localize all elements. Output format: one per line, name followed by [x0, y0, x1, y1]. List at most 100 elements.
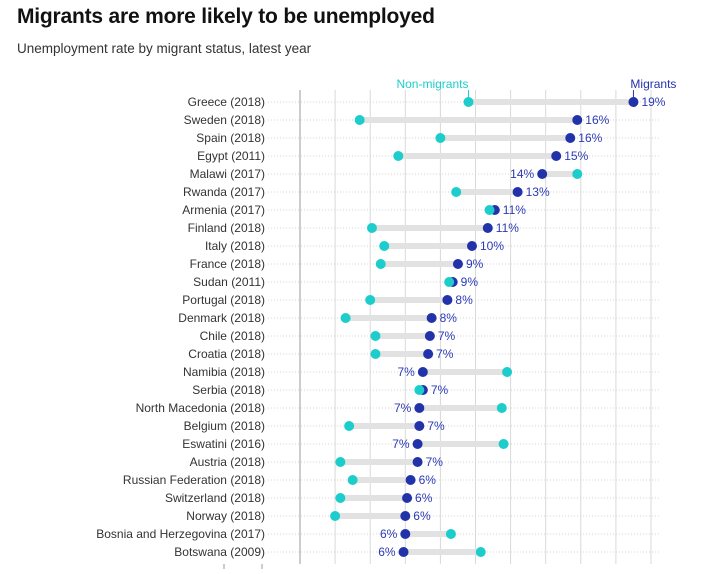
category-label: Sudan (2011)	[193, 275, 265, 289]
chart-row: Bosnia and Herzegovina (2017) 6%	[96, 527, 659, 541]
category-label: Namibia (2018)	[183, 365, 265, 379]
non-migrants-point	[366, 223, 377, 233]
chart-row: Norway (2018) 6%	[186, 509, 659, 523]
migrants-value-label: 14%	[510, 167, 534, 181]
chart-subtitle: Unemployment rate by migrant status, lat…	[17, 41, 312, 56]
category-label: Eswatini (2016)	[182, 437, 265, 451]
category-label: Botswana (2009)	[174, 545, 265, 559]
non-migrants-point	[496, 403, 507, 413]
chart-row: Rwanda (2017) 13%	[183, 185, 659, 199]
migrants-point	[423, 349, 434, 359]
non-migrants-point	[444, 277, 455, 287]
chart-row: Egypt (2011) 15%	[197, 149, 659, 163]
migrants-point	[628, 97, 639, 107]
migrants-value-label: 15%	[564, 149, 588, 163]
chart-row: Austria (2018) 7%	[190, 455, 659, 469]
migrants-point	[424, 331, 435, 341]
non-migrants-point	[365, 295, 376, 305]
non-migrants-point	[340, 313, 351, 323]
non-migrants-point	[484, 205, 495, 215]
migrants-point	[452, 259, 463, 269]
category-label: Egypt (2011)	[197, 149, 265, 163]
category-label: Croatia (2018)	[188, 347, 265, 361]
migrants-value-label: 7%	[431, 383, 449, 397]
category-label: Sweden (2018)	[184, 113, 265, 127]
category-label: Denmark (2018)	[178, 311, 265, 325]
non-migrants-point	[475, 547, 486, 557]
migrants-value-label: 11%	[496, 221, 519, 235]
gridlines	[223, 90, 652, 569]
non-migrants-point	[451, 187, 462, 197]
migrants-point	[442, 295, 453, 305]
category-label: North Macedonia (2018)	[136, 401, 265, 415]
chart-row: Namibia (2018) 7%	[183, 365, 659, 379]
category-label: Italy (2018)	[205, 239, 265, 253]
migrants-point	[466, 241, 477, 251]
chart-row: Russian Federation (2018) 6%	[123, 473, 659, 487]
chart-row: Belgium (2018) 7%	[184, 419, 659, 433]
migrants-value-label: 7%	[436, 347, 454, 361]
migrants-point	[572, 115, 583, 125]
migrants-point	[482, 223, 493, 233]
migrants-value-label: 7%	[394, 401, 412, 415]
migrants-value-label: 7%	[398, 365, 416, 379]
chart-row: Chile (2018) 7%	[200, 329, 659, 343]
chart-row: Denmark (2018) 8%	[178, 311, 659, 325]
migrants-point	[405, 475, 416, 485]
migrants-value-label: 13%	[526, 185, 550, 199]
migrants-point	[414, 403, 425, 413]
chart-row: Greece (2018) 19%	[188, 95, 666, 109]
chart-row: Spain (2018) 16%	[196, 131, 659, 145]
category-label: France (2018)	[190, 257, 265, 271]
chart-row: Botswana (2009) 6%	[174, 545, 659, 559]
non-migrants-point	[463, 97, 474, 107]
non-migrants-point	[344, 421, 355, 431]
migrants-point	[414, 421, 425, 431]
migrants-value-label: 19%	[641, 95, 665, 109]
category-label: Malawi (2017)	[190, 167, 265, 181]
category-label: Chile (2018)	[200, 329, 265, 343]
migrants-value-label: 7%	[426, 455, 444, 469]
category-label: Bosnia and Herzegovina (2017)	[96, 527, 265, 541]
migrants-value-label: 10%	[480, 239, 504, 253]
migrants-point	[565, 133, 576, 143]
non-migrants-point	[375, 259, 386, 269]
category-label: Austria (2018)	[190, 455, 265, 469]
non-migrants-point	[330, 511, 341, 521]
chart-row: Italy (2018) 10%	[205, 239, 659, 253]
migrants-point	[412, 457, 423, 467]
non-migrants-point	[335, 457, 346, 467]
chart-row: Armenia (2017) 11%	[182, 203, 659, 217]
migrants-point	[400, 511, 411, 521]
migrants-value-label: 9%	[461, 275, 479, 289]
chart-row: Sudan (2011) 9%	[193, 275, 659, 289]
chart-row: France (2018) 9%	[190, 257, 659, 271]
category-label: Armenia (2017)	[182, 203, 265, 217]
non-migrants-point	[354, 115, 365, 125]
non-migrants-point	[379, 241, 390, 251]
non-migrants-point	[498, 439, 509, 449]
legend-migrants: Migrants	[630, 77, 676, 91]
migrants-value-label: 16%	[585, 113, 609, 127]
non-migrants-point	[572, 169, 583, 179]
chart-row: Portugal (2018) 8%	[182, 293, 659, 307]
category-label: Switzerland (2018)	[165, 491, 265, 505]
chart-row: Finland (2018) 11%	[188, 221, 659, 235]
category-label: Belgium (2018)	[184, 419, 265, 433]
chart-row: Eswatini (2016) 7%	[182, 437, 659, 451]
chart-row: Serbia (2018) 7%	[192, 383, 659, 397]
category-label: Portugal (2018)	[182, 293, 265, 307]
migrants-point	[512, 187, 523, 197]
non-migrants-point	[347, 475, 358, 485]
chart-row: North Macedonia (2018) 7%	[136, 401, 659, 415]
migrants-value-label: 7%	[427, 419, 445, 433]
migrants-point	[551, 151, 562, 161]
category-label: Serbia (2018)	[192, 383, 265, 397]
migrants-value-label: 8%	[440, 311, 458, 325]
chart-row: Croatia (2018) 7%	[188, 347, 659, 361]
migrants-value-label: 8%	[455, 293, 473, 307]
category-label: Spain (2018)	[196, 131, 265, 145]
migrants-value-label: 7%	[392, 437, 410, 451]
migrants-value-label: 6%	[413, 509, 431, 523]
